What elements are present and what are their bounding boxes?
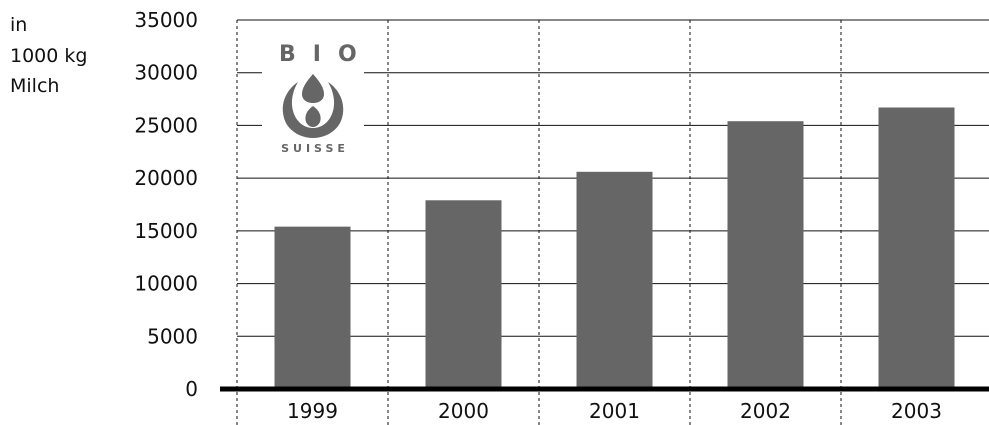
y-tick-label-0: 0 — [185, 377, 198, 401]
y-axis-label-line-3: Milch — [10, 75, 60, 97]
logo-suisse-text: SUISSE — [281, 142, 349, 155]
bar-2002 — [727, 121, 804, 389]
y-tick-label-5: 25000 — [134, 113, 198, 137]
x-tick-label-2001: 2001 — [589, 399, 640, 423]
bio-suisse-logo: BIO SUISSE — [262, 36, 364, 160]
x-tick-label-2003: 2003 — [891, 399, 942, 423]
y-tick-label-3: 15000 — [134, 219, 198, 243]
logo-bio-text: BIO — [279, 42, 374, 67]
bar-2001 — [576, 171, 653, 389]
y-axis-label-line-1: in — [10, 14, 28, 36]
bar-2003 — [878, 107, 955, 390]
x-tick-label-2000: 2000 — [438, 399, 489, 423]
y-tick-label-1: 5000 — [147, 324, 198, 348]
bar-2000 — [425, 200, 502, 389]
y-tick-label-6: 30000 — [134, 61, 198, 85]
y-axis-label-line-2: 1000 kg — [10, 45, 88, 67]
bud-icon — [282, 74, 344, 138]
y-tick-label-2: 10000 — [134, 272, 198, 296]
x-tick-label-1999: 1999 — [287, 399, 338, 423]
y-tick-label-4: 20000 — [134, 166, 198, 190]
x-tick-label-2002: 2002 — [740, 399, 791, 423]
y-tick-label-7: 35000 — [134, 8, 198, 32]
bar-1999 — [274, 226, 351, 389]
